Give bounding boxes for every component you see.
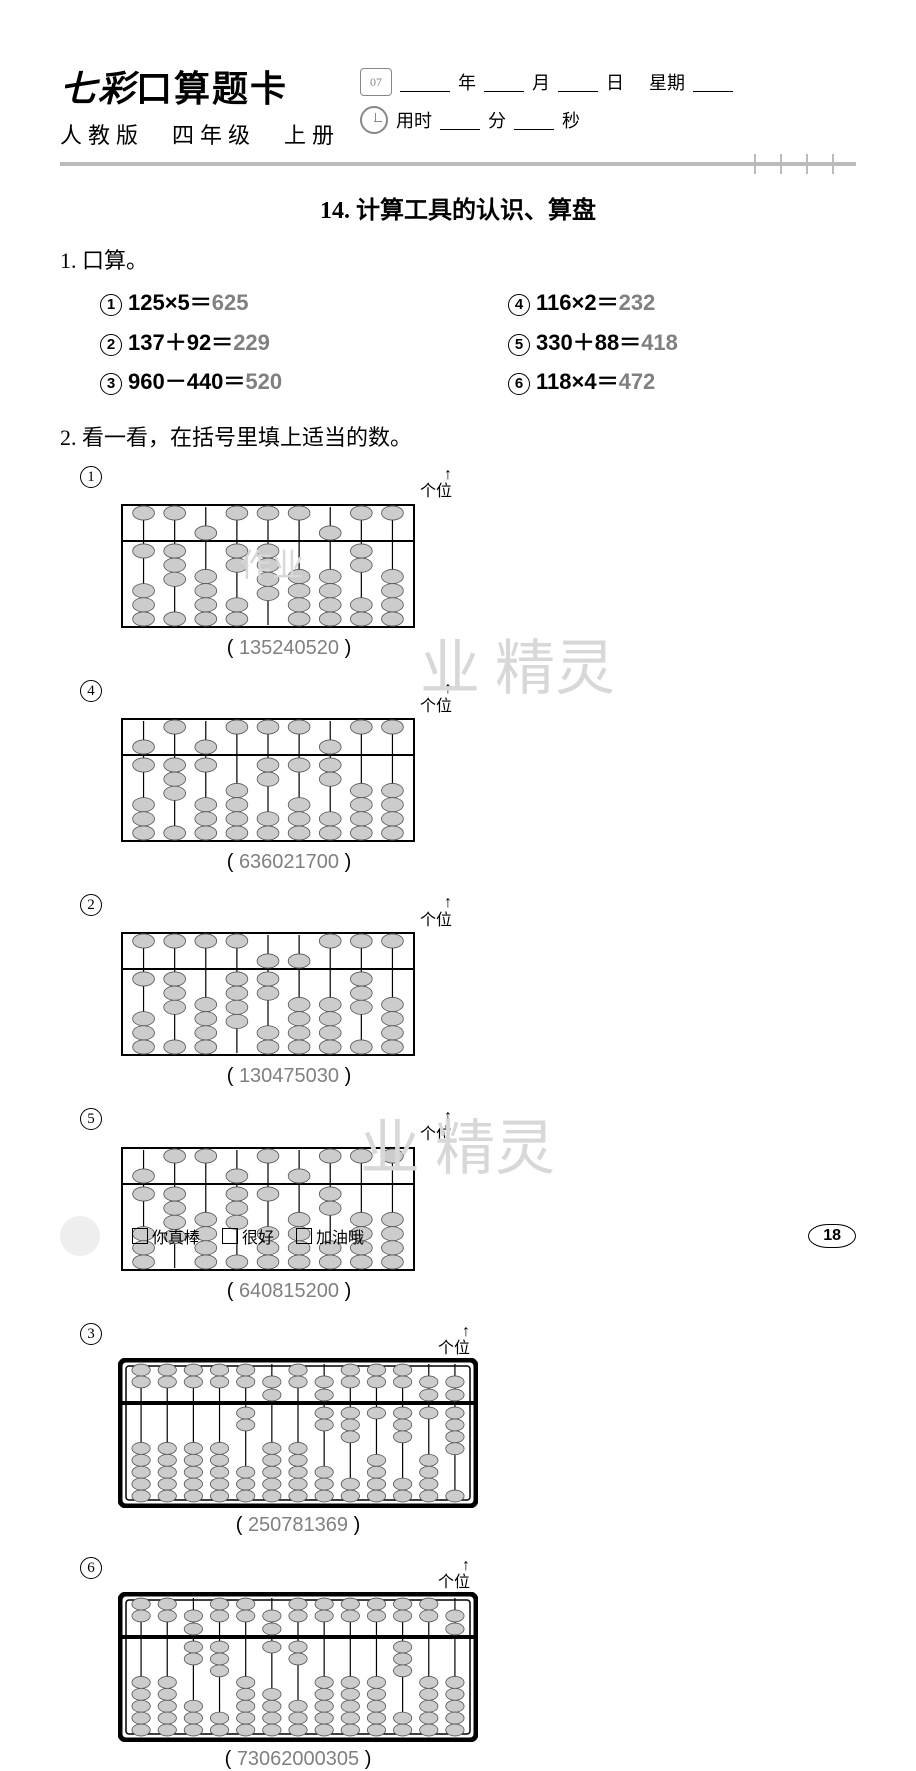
abacus-item: 6 ↑个位 ( 73062000305 )	[80, 1557, 470, 1771]
main-title: 七彩口算题卡	[60, 60, 340, 112]
abacus-svg	[118, 715, 418, 845]
sec-blank[interactable]	[514, 110, 554, 130]
check-label: 你真棒	[152, 1224, 200, 1248]
weekday-blank[interactable]	[693, 72, 733, 92]
page-footer: 你真棒 很好 加油哦 18	[60, 1216, 856, 1256]
mascot-icon	[60, 1216, 100, 1256]
weekday-label: 星期	[649, 69, 685, 95]
min-label: 分	[488, 107, 506, 133]
date-block: 07 年 月 日 星期 用时 分 秒	[360, 60, 856, 144]
clock-icon	[360, 106, 388, 134]
answer: 232	[619, 290, 656, 315]
calendar-icon: 07	[360, 68, 392, 96]
q1-left-col: 1125×5＝6252137＋92＝2293960－440＝520	[100, 283, 448, 402]
position-label: ↑个位	[118, 466, 460, 501]
date-row: 07 年 月 日 星期	[360, 68, 856, 96]
abacus-item: 4 ↑个位 ( 636021700 )	[80, 680, 460, 874]
section-number: 14.	[320, 198, 350, 224]
position-label: ↑个位	[118, 1557, 478, 1592]
item-number: 5	[80, 1108, 108, 1130]
abacus-item: 2 ↑个位 ( 130475030 )	[80, 894, 460, 1088]
item-number: 3	[80, 1323, 108, 1345]
check-label: 加油哦	[316, 1224, 364, 1248]
abacus-unit: ↑个位 ( 135240520 )	[118, 466, 460, 660]
answer: 625	[212, 290, 249, 315]
abacus-grid: 1 ↑个位 ( 135240520 ) 4 ↑个位 ( 636021700 ) …	[80, 466, 856, 1771]
q1-prompt: 1. 口算。	[60, 243, 856, 275]
item-number: 6	[508, 373, 530, 395]
abacus-svg	[118, 501, 418, 631]
check-great[interactable]: 你真棒	[132, 1224, 200, 1248]
expression: 1125×5＝625	[100, 283, 448, 323]
abacus-item: 3 ↑个位 ( 250781369 )	[80, 1323, 470, 1537]
abacus-unit: ↑个位 ( 130475030 )	[118, 894, 460, 1088]
position-label: ↑个位	[118, 1323, 478, 1358]
year-blank[interactable]	[400, 72, 450, 92]
page-number: 18	[808, 1224, 856, 1248]
year-label: 年	[458, 69, 476, 95]
abacus-answer: ( 135240520 )	[118, 637, 460, 660]
position-label: ↑个位	[118, 680, 460, 715]
time-prefix: 用时	[396, 107, 432, 133]
abacus-answer: ( 73062000305 )	[118, 1748, 478, 1771]
min-blank[interactable]	[440, 110, 480, 130]
subtitle: 人教版 四年级 上册	[60, 118, 340, 150]
expression: 3960－440＝520	[100, 362, 448, 402]
footer-checks: 你真棒 很好 加油哦	[60, 1216, 364, 1256]
month-label: 月	[532, 69, 550, 95]
item-number: 4	[80, 680, 108, 702]
q2-prompt: 2. 看一看，在括号里填上适当的数。	[60, 420, 856, 452]
item-number: 6	[80, 1557, 108, 1579]
item-number: 3	[100, 373, 122, 395]
item-number: 2	[100, 334, 122, 356]
abacus-answer: ( 130475030 )	[118, 1065, 460, 1088]
q1-grid: 1125×5＝6252137＋92＝2293960－440＝520 4116×2…	[100, 283, 856, 402]
page-header: 七彩口算题卡 人教版 四年级 上册 07 年 月 日 星期 用时 分 秒	[60, 60, 856, 150]
header-divider	[60, 162, 856, 166]
abacus-svg	[118, 929, 418, 1059]
time-row: 用时 分 秒	[360, 106, 856, 134]
answer: 418	[641, 330, 678, 355]
check-good[interactable]: 很好	[222, 1224, 274, 1248]
item-number: 1	[80, 466, 108, 488]
position-label: ↑个位	[118, 1108, 460, 1143]
answer: 520	[245, 369, 282, 394]
item-number: 5	[508, 334, 530, 356]
title-main: 口算题卡	[136, 69, 288, 109]
item-number: 1	[100, 294, 122, 316]
answer: 472	[619, 369, 656, 394]
abacus-answer: ( 636021700 )	[118, 851, 460, 874]
abacus-answer: ( 640815200 )	[118, 1280, 460, 1303]
title-prefix: 七彩	[60, 69, 136, 109]
abacus-item: 5 ↑个位 ( 640815200 )	[80, 1108, 460, 1302]
abacus-svg	[118, 1358, 478, 1508]
section-name: 计算工具的认识、算盘	[356, 198, 596, 224]
position-label: ↑个位	[118, 894, 460, 929]
answer: 229	[233, 330, 270, 355]
expression: 5330＋88＝418	[508, 323, 856, 363]
abacus-unit: ↑个位 ( 250781369 )	[118, 1323, 478, 1537]
day-blank[interactable]	[558, 72, 598, 92]
expression: 6118×4＝472	[508, 362, 856, 402]
abacus-unit: ↑个位 ( 636021700 )	[118, 680, 460, 874]
expression: 2137＋92＝229	[100, 323, 448, 363]
item-number: 2	[80, 894, 108, 916]
abacus-svg	[118, 1592, 478, 1742]
expression: 4116×2＝232	[508, 283, 856, 323]
section-title: 14. 计算工具的认识、算盘	[60, 190, 856, 225]
abacus-item: 1 ↑个位 ( 135240520 )	[80, 466, 460, 660]
title-block: 七彩口算题卡 人教版 四年级 上册	[60, 60, 340, 150]
q1-right-col: 4116×2＝2325330＋88＝4186118×4＝472	[508, 283, 856, 402]
day-label: 日	[606, 69, 624, 95]
item-number: 4	[508, 294, 530, 316]
sec-label: 秒	[562, 107, 580, 133]
abacus-answer: ( 250781369 )	[118, 1514, 478, 1537]
check-try[interactable]: 加油哦	[296, 1224, 364, 1248]
month-blank[interactable]	[484, 72, 524, 92]
abacus-unit: ↑个位 ( 73062000305 )	[118, 1557, 478, 1771]
check-label: 很好	[242, 1224, 274, 1248]
abacus-unit: ↑个位 ( 640815200 )	[118, 1108, 460, 1302]
